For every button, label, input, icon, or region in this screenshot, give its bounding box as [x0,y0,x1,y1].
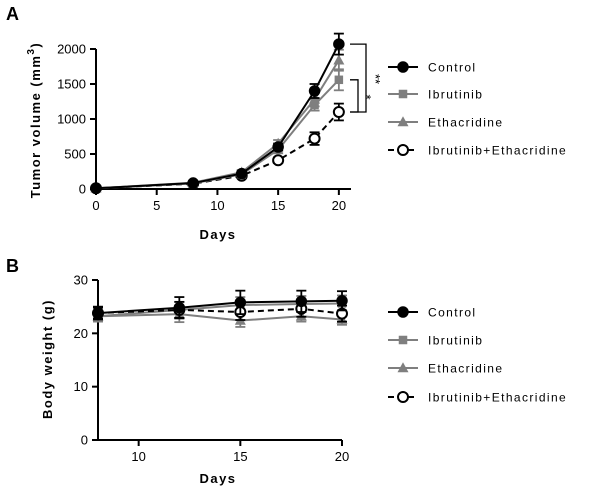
panel-a-plot: 0 5 10 15 20 0 500 1000 1500 2000 [57,32,367,213]
y-axis-title-a: Tumor volume (mm3) [26,42,43,199]
legend-item-ibrutinib-ethacridine: Ibrutinib+Ethacridine [388,391,567,405]
data-point-control [90,182,102,195]
series-ibrutinib [91,68,344,193]
data-point-ibrutinib-ethacridine [308,132,321,145]
data-point-control [235,167,248,180]
data-point-ibrutinib-ethacridine [272,154,285,167]
legend-marker-ethacridine [397,116,409,127]
y-tick-label: 0 [79,182,86,197]
y-tick-label: 10 [74,379,88,394]
legend-b: Control Ibrutinib Ethacridine Ibrutinib+Eth… [388,306,567,405]
panel-b-plot: 10 15 20 0 10 20 30 [74,273,350,465]
y-tick-label: 500 [64,147,86,162]
data-point-control [173,301,186,314]
series-line-ibrutinib [95,79,340,190]
legend-label: Ibrutinib [428,88,483,102]
legend-item-ibrutinib: Ibrutinib [388,88,483,102]
legend-label: Control [428,61,476,75]
x-tick-label: 10 [210,198,224,213]
x-tick-label: 20 [332,198,346,213]
data-point-ibrutinib-ethacridine [332,106,345,118]
series-ethacridine [90,48,345,193]
panel-label-b: B [6,256,19,276]
legend-label: Ethacridine [428,116,503,130]
legend-marker-ibrutinib [398,89,408,99]
legend-item-ethacridine: Ethacridine [388,116,503,130]
legend-marker-ibrutinib-ethacridine [397,144,409,156]
panel-label-a: A [6,4,19,24]
legend-marker-ibrutinib [398,335,408,345]
x-tick-label: 15 [233,449,247,464]
data-point-ethacridine [333,54,345,65]
x-tick-label: 10 [131,449,145,464]
x-axis-title-b: Days [199,471,236,486]
legend-label: Control [428,306,476,320]
data-point-control [295,295,308,308]
data-point-ibrutinib [334,75,344,85]
legend-label: Ibrutinib+Ethacridine [428,144,567,158]
legend-marker-control [397,306,409,318]
data-point-control [333,38,345,50]
data-point-control [234,296,247,309]
legend-item-ibrutinib-ethacridine: Ibrutinib+Ethacridine [388,144,567,158]
bracket-ibrutinib-vs-combo [350,79,359,113]
significance-label-control: ** [368,74,383,84]
series-control [92,289,348,321]
legend-label: Ethacridine [428,362,503,376]
y-tick-label: 2000 [57,42,86,57]
legend-marker-ibrutinib-ethacridine [397,391,409,403]
x-tick-label: 5 [153,198,160,213]
x-axis-title-a: Days [199,227,236,242]
significance-brackets [350,43,367,113]
legend-marker-ethacridine [397,362,409,373]
series-line-ethacridine [95,59,340,190]
x-tick-label: 20 [335,449,349,464]
legend-item-ethacridine: Ethacridine [388,362,503,376]
y-axis-title-b: Body weight (g) [40,299,55,419]
legend-label: Ibrutinib+Ethacridine [428,391,567,405]
data-point-control [92,307,104,319]
data-point-control [308,85,321,97]
y-tick-label: 1000 [57,112,86,127]
y-tick-label: 20 [74,326,88,341]
legend-a: Control Ibrutinib Ethacridine Ibrutinib+Eth… [388,61,567,158]
series-control [90,32,345,195]
y-tick-label: 30 [74,273,88,288]
data-point-control [187,177,199,189]
legend-marker-control [397,61,409,73]
legend-item-control: Control [388,306,476,320]
data-point-control [336,295,348,307]
legend-item-control: Control [388,61,476,75]
y-tick-label: 0 [81,433,88,448]
legend-item-ibrutinib: Ibrutinib [388,334,483,348]
y-tick-label: 1500 [57,77,86,92]
x-tick-label: 0 [92,198,99,213]
x-tick-label: 15 [271,198,285,213]
series-line-control [95,43,340,190]
legend-label: Ibrutinib [428,334,483,348]
data-point-control [272,141,284,153]
